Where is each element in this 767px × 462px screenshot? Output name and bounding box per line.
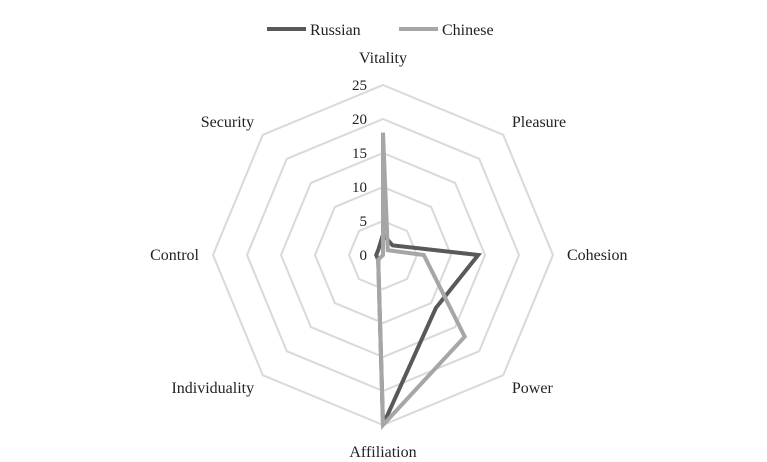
axis-label-affiliation: Affiliation	[349, 444, 416, 461]
axis-label-individuality: Individuality	[171, 380, 254, 397]
axis-label-vitality: Vitality	[359, 50, 407, 67]
radial-tick-labels: 0 5 10 15 20 25	[352, 78, 367, 264]
tick-label: 5	[360, 214, 368, 230]
tick-label: 20	[352, 112, 367, 128]
axis-label-control: Control	[150, 247, 199, 264]
radar-series	[374, 132, 483, 430]
axis-labels: Vitality Pleasure Cohesion Power Affiliation…	[150, 50, 627, 461]
legend: Russian Chinese	[267, 22, 494, 39]
axis-label-cohesion: Cohesion	[567, 247, 627, 264]
grid-ring-10	[313, 185, 453, 325]
axis-label-security: Security	[201, 114, 254, 131]
tick-label: 10	[352, 180, 367, 196]
axis-label-pleasure: Pleasure	[512, 114, 566, 131]
legend-item-chinese: Chinese	[399, 22, 494, 39]
tick-label: 25	[352, 78, 367, 94]
tick-label: 15	[352, 146, 367, 162]
legend-label: Chinese	[442, 22, 494, 39]
axis-label-power: Power	[512, 380, 554, 397]
grid-ring-5	[347, 219, 419, 291]
legend-item-russian: Russian	[267, 22, 361, 39]
series-line-chinese	[376, 132, 468, 430]
legend-label: Russian	[310, 22, 361, 39]
tick-label: 0	[360, 248, 368, 264]
